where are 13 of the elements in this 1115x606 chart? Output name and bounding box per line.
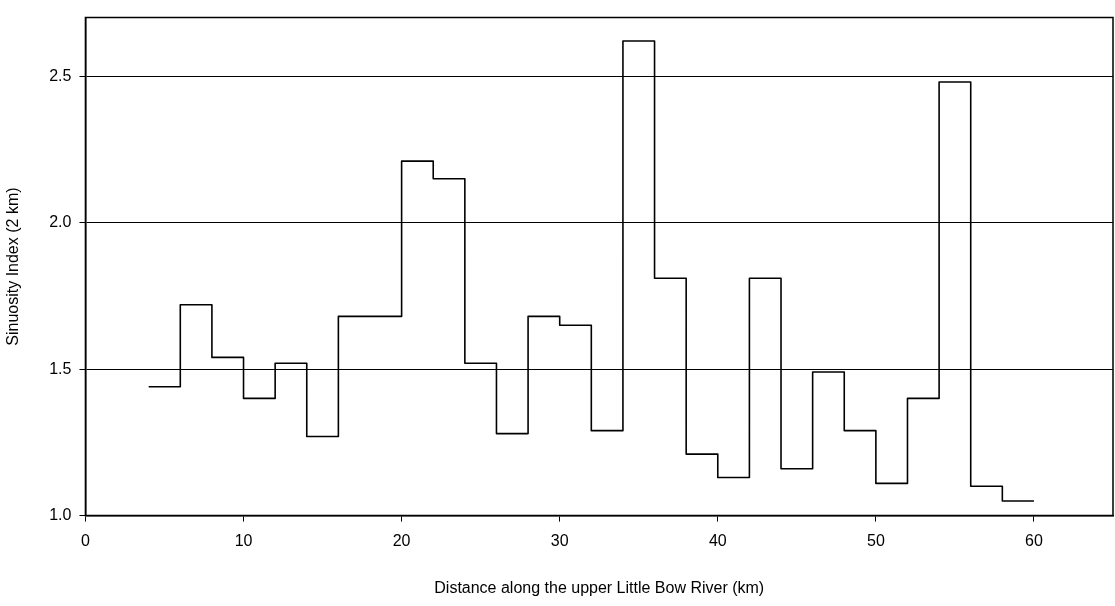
y-tick-label: 2.0 <box>49 213 72 231</box>
x-tick-label: 40 <box>708 531 727 549</box>
x-tick-label: 30 <box>550 531 569 549</box>
x-tick-label: 50 <box>866 531 885 549</box>
x-tick-label: 0 <box>80 531 90 549</box>
x-tick-label: 20 <box>392 531 411 549</box>
y-axis-title: Sinuosity Index (2 km) <box>4 187 22 346</box>
y-tick-label: 1.0 <box>49 506 72 524</box>
x-tick-label: 60 <box>1025 531 1043 549</box>
x-axis-title: Distance along the upper Little Bow River (km) <box>434 578 765 596</box>
y-tick-label: 2.5 <box>49 66 72 84</box>
y-tick-label: 1.5 <box>49 359 72 377</box>
x-tick-label: 10 <box>234 531 253 549</box>
